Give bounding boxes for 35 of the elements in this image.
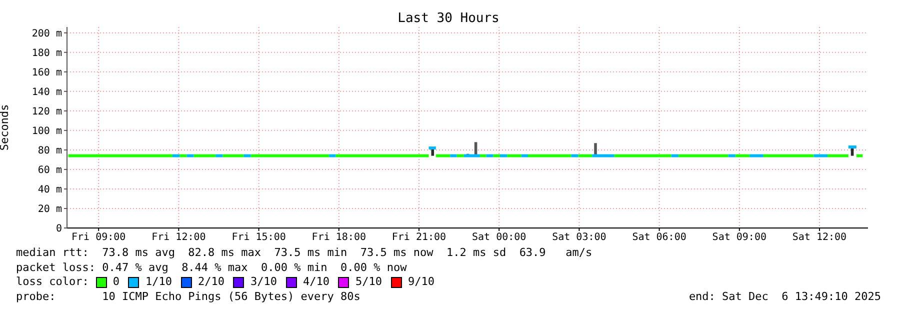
y-tick-label: 80 m xyxy=(38,145,62,156)
legend-label: 1/10 xyxy=(145,275,172,290)
x-tick-label: Fri 12:00 xyxy=(152,232,206,244)
legend-label: 9/10 xyxy=(408,275,434,290)
y-tick-label: 160 m xyxy=(32,67,62,78)
x-tick-label: Fri 09:00 xyxy=(72,232,126,244)
x-tick-label: Sat 03:00 xyxy=(552,232,606,244)
y-tick-label: 100 m xyxy=(32,126,62,137)
y-tick-label: 40 m xyxy=(38,184,62,196)
chart-title: Last 30 Hours xyxy=(396,11,500,26)
legend-title: loss color: xyxy=(16,275,89,290)
x-tick-label: Fri 21:00 xyxy=(392,232,446,244)
x-tick-label: Fri 15:00 xyxy=(232,232,286,244)
x-tick-label: Sat 12:00 xyxy=(792,232,847,244)
legend-label: 5/10 xyxy=(355,275,382,290)
y-tick-label: 20 m xyxy=(38,204,62,216)
y-tick-label: 60 m xyxy=(38,165,62,176)
text: probe: 10 ICMP Echo Pings (56 Bytes) every 80s xyxy=(16,290,360,304)
y-tick-label: 0 xyxy=(56,224,62,235)
y-tick-label: 200 m xyxy=(32,28,62,40)
y-tick-label: 120 m xyxy=(32,106,62,118)
text: median rtt: 73.8 ms avg 82.8 ms max 73.5 ms min 73.5 ms now 1.2 ms sd 63.9 am/s xyxy=(16,246,594,260)
x-tick-label: Sat 09:00 xyxy=(712,232,766,244)
legend-label: 3/10 xyxy=(250,275,277,290)
legend-label: 4/10 xyxy=(302,275,330,290)
y-tick-label: 180 m xyxy=(32,48,62,59)
x-tick-label: Sat 06:00 xyxy=(632,232,686,244)
y-axis-title: Seconds xyxy=(0,104,11,151)
text: end: Sat Dec 6 13:49:10 2025 xyxy=(688,290,881,304)
x-tick-label: Sat 00:00 xyxy=(472,232,526,244)
legend-label: 0 xyxy=(112,275,120,290)
legend-label: 2/10 xyxy=(198,275,224,290)
text: packet loss: 0.47 % avg 8.44 % max 0.00 % min 0.00 % now xyxy=(16,260,408,275)
x-tick-label: Fri 18:00 xyxy=(312,232,366,244)
y-tick-label: 140 m xyxy=(32,86,62,98)
